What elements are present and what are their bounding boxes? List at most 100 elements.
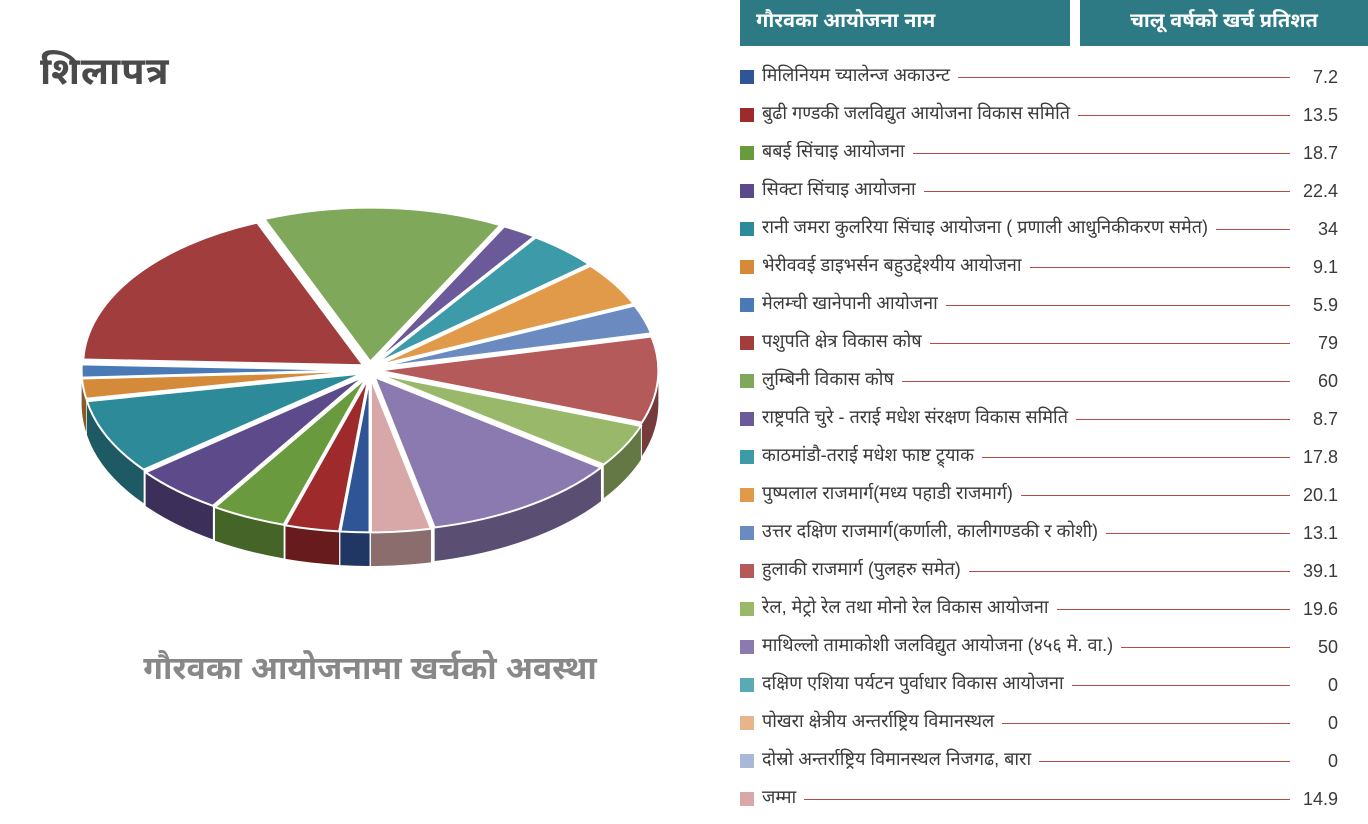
legend-label: रानी जमरा कुलरिया सिंचाइ आयोजना ( प्रणाल… [762,217,1208,241]
legend-row: उत्तर दक्षिण राजमार्ग(कर्णाली, कालीगण्डक… [740,514,1338,552]
legend-label: रेल, मेट्रो रेल तथा मोनो रेल विकास आयोजन… [762,597,1049,621]
legend-swatch [740,108,754,122]
legend-value: 0 [1298,751,1338,772]
legend-label: जम्मा [762,787,796,811]
legend-value: 13.1 [1298,523,1338,544]
legend-value: 5.9 [1298,295,1338,316]
legend-swatch [740,716,754,730]
leader-line [958,77,1290,78]
leader-line [1216,229,1290,230]
root: शिलापत्र गौरवका आयोजनामा खर्चको अवस्था ग… [0,0,1368,824]
legend-swatch [740,526,754,540]
pie-side [340,532,369,566]
legend-swatch [740,564,754,578]
legend-row: पशुपति क्षेत्र विकास कोष79 [740,324,1338,362]
legend-value: 0 [1298,713,1338,734]
brand-logo: शिलापत्र [40,50,720,100]
legend-label: उत्तर दक्षिण राजमार्ग(कर्णाली, कालीगण्डक… [762,521,1098,545]
legend-swatch [740,754,754,768]
legend-row: दोस्रो अन्तर्राष्ट्रिय विमानस्थल निजगढ, … [740,742,1338,780]
legend-value: 60 [1298,371,1338,392]
legend-swatch [740,640,754,654]
leader-line [1106,533,1290,534]
legend-value: 13.5 [1298,105,1338,126]
legend-row: सिक्टा सिंचाइ आयोजना22.4 [740,172,1338,210]
legend-label: पशुपति क्षेत्र विकास कोष [762,331,922,355]
leader-line [1072,685,1290,686]
legend-label: पुष्पलाल राजमार्ग(मध्य पहाडी राजमार्ग) [762,483,1013,507]
legend-row: मिलिनियम च्यालेन्ज अकाउन्ट 7.2 [740,58,1338,96]
legend-value: 9.1 [1298,257,1338,278]
leader-line [1078,115,1290,116]
legend-swatch [740,450,754,464]
legend-value: 7.2 [1298,67,1338,88]
legend-label: बबई सिंचाइ आयोजना [762,141,905,165]
legend-row: रानी जमरा कुलरिया सिंचाइ आयोजना ( प्रणाल… [740,210,1338,248]
leader-line [924,191,1290,192]
legend-value: 18.7 [1298,143,1338,164]
legend-panel: गौरवका आयोजना नाम चालू वर्षको खर्च प्रति… [740,0,1368,824]
legend-label: माथिल्लो तामाकोशी जलविद्युत आयोजना (४५६ … [762,635,1113,659]
legend-row: दक्षिण एशिया पर्यटन पुर्वाधार विकास आयोज… [740,666,1338,704]
header-value: चालू वर्षको खर्च प्रतिशत [1080,0,1368,46]
leader-line [1002,723,1290,724]
legend-rows: मिलिनियम च्यालेन्ज अकाउन्ट 7.2 बुढी गण्डकी… [740,58,1368,818]
legend-value: 0 [1298,675,1338,696]
legend-headers: गौरवका आयोजना नाम चालू वर्षको खर्च प्रति… [740,0,1368,46]
legend-label: हुलाकी राजमार्ग (पुलहरु समेत) [762,559,961,583]
legend-label: बुढी गण्डकी जलविद्युत आयोजना विकास समिति [762,103,1070,127]
legend-swatch [740,260,754,274]
legend-swatch [740,70,754,84]
pie-side [371,529,431,566]
legend-row: रेल, मेट्रो रेल तथा मोनो रेल विकास आयोजन… [740,590,1338,628]
leader-line [1121,647,1290,648]
legend-row: काठमांडौ-तराई मधेश फाष्ट ट्र्याक 17.8 [740,438,1338,476]
leader-line [930,343,1290,344]
pie-svg [30,120,710,640]
leader-line [982,457,1290,458]
pie-chart [30,120,710,640]
legend-row: जम्मा 14.9 [740,780,1338,818]
leader-line [1076,419,1290,420]
legend-row: बबई सिंचाइ आयोजना 18.7 [740,134,1338,172]
legend-label: दक्षिण एशिया पर्यटन पुर्वाधार विकास आयोज… [762,673,1064,697]
legend-swatch [740,374,754,388]
legend-label: पोखरा क्षेत्रीय अन्तर्राष्ट्रिय विमानस्थ… [762,711,994,735]
legend-row: भेरीववई डाइभर्सन बहुउद्देश्यीय आयोजना 9.1 [740,248,1338,286]
header-name: गौरवका आयोजना नाम [740,0,1070,46]
leader-line [902,381,1290,382]
legend-swatch [740,222,754,236]
legend-row: माथिल्लो तामाकोशी जलविद्युत आयोजना (४५६ … [740,628,1338,666]
legend-swatch [740,602,754,616]
legend-label: मिलिनियम च्यालेन्ज अकाउन्ट [762,65,950,89]
legend-row: बुढी गण्डकी जलविद्युत आयोजना विकास समिति… [740,96,1338,134]
leader-line [969,571,1290,572]
legend-swatch [740,488,754,502]
leader-line [946,305,1290,306]
chart-title: गौरवका आयोजनामा खर्चको अवस्था [20,650,720,693]
legend-value: 39.1 [1298,561,1338,582]
legend-value: 17.8 [1298,447,1338,468]
legend-value: 8.7 [1298,409,1338,430]
legend-label: काठमांडौ-तराई मधेश फाष्ट ट्र्याक [762,445,974,469]
legend-value: 14.9 [1298,789,1338,810]
legend-label: लुम्बिनी विकास कोष [762,369,894,393]
legend-swatch [740,298,754,312]
leader-line [1039,761,1290,762]
leader-line [913,153,1290,154]
legend-row: पुष्पलाल राजमार्ग(मध्य पहाडी राजमार्ग)20… [740,476,1338,514]
legend-swatch [740,146,754,160]
legend-row: लुम्बिनी विकास कोष 60 [740,362,1338,400]
legend-value: 22.4 [1298,181,1338,202]
legend-swatch [740,184,754,198]
legend-row: राष्ट्रपति चुरे - तराई मधेश संरक्षण विका… [740,400,1338,438]
leader-line [804,799,1290,800]
legend-value: 19.6 [1298,599,1338,620]
legend-label: भेरीववई डाइभर्सन बहुउद्देश्यीय आयोजना [762,255,1022,279]
legend-swatch [740,336,754,350]
legend-label: दोस्रो अन्तर्राष्ट्रिय विमानस्थल निजगढ, … [762,749,1031,773]
leader-line [1030,267,1290,268]
legend-swatch [740,412,754,426]
legend-value: 50 [1298,637,1338,658]
legend-row: हुलाकी राजमार्ग (पुलहरु समेत) 39.1 [740,552,1338,590]
